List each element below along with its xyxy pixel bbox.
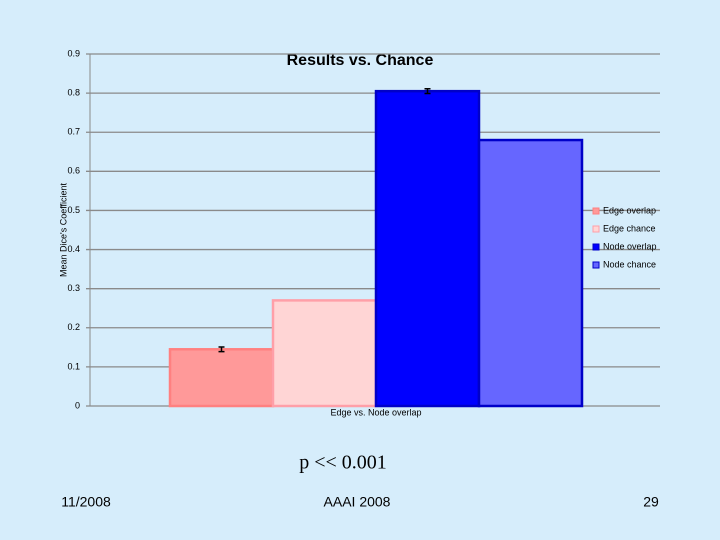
x-tick-label: Edge vs. Node overlap (330, 407, 421, 417)
page-number: 29 (643, 494, 659, 510)
bar (271, 299, 378, 408)
y-tick-label: 0.9 (67, 48, 80, 58)
y-axis-label: Mean Dice's Coefficient (58, 182, 68, 277)
footer-venue: AAAI 2008 (324, 494, 391, 510)
legend-label: Node chance (603, 259, 656, 269)
bar (477, 138, 584, 408)
y-tick-label: 0.7 (67, 127, 80, 137)
p-value-note: p << 0.001 (299, 452, 387, 474)
y-tick-label: 0.5 (67, 205, 80, 215)
bar (168, 348, 275, 408)
legend-label: Edge overlap (603, 205, 656, 215)
legend-label: Edge chance (603, 223, 656, 233)
y-tick-label: 0 (75, 400, 80, 410)
footer-date: 11/2008 (61, 494, 111, 510)
error-bar (424, 88, 431, 95)
error-bar (218, 346, 225, 353)
legend-label: Node overlap (603, 241, 657, 251)
legend-swatch (592, 225, 600, 233)
y-tick-label: 0.4 (67, 244, 80, 254)
y-tick-label: 0.3 (67, 283, 80, 293)
y-tick-label: 0.8 (67, 87, 80, 97)
y-tick-label: 0.2 (67, 322, 80, 332)
y-tick-label: 0.6 (67, 166, 80, 176)
legend-swatch (592, 261, 600, 269)
chart-title: Results vs. Chance (287, 52, 434, 69)
bar (374, 89, 481, 408)
legend-swatch (592, 207, 600, 215)
legend-swatch (592, 243, 600, 251)
y-tick-label: 0.1 (67, 361, 80, 371)
